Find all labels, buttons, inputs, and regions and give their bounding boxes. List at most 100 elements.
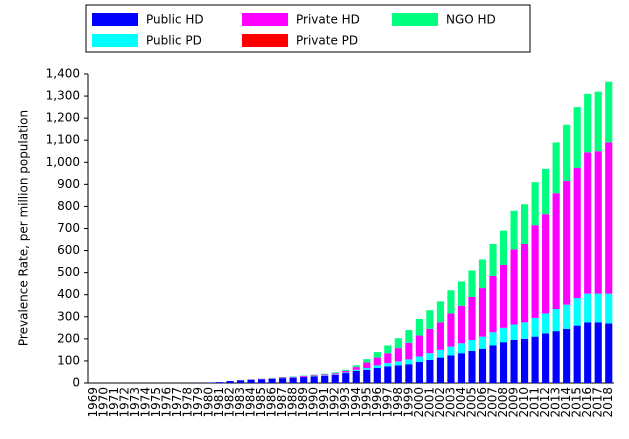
y-tick-label: 900: [57, 177, 80, 191]
bar-segment: [489, 244, 496, 276]
bar-segment: [437, 358, 444, 383]
bar-segment: [489, 332, 496, 345]
bar-segment: [447, 313, 454, 346]
y-tick-label: 800: [57, 199, 80, 213]
bar-segment: [605, 294, 612, 324]
bar-segment: [374, 365, 381, 368]
bar-segment: [500, 342, 507, 383]
y-tick-label: 100: [57, 353, 80, 367]
bar-segment: [510, 325, 517, 340]
legend-swatch: [392, 13, 438, 26]
bar-segment: [458, 306, 465, 344]
bar-segment: [395, 348, 402, 361]
bar-segment: [342, 373, 349, 383]
bar-segment: [574, 107, 581, 168]
bar-segment: [437, 322, 444, 350]
x-tick-label: 2018: [601, 387, 615, 418]
legend-swatch: [92, 13, 138, 26]
bar-segment: [510, 340, 517, 383]
bar-segment: [500, 265, 507, 328]
bar-segment: [363, 368, 370, 370]
bar-segment: [468, 351, 475, 383]
bar-segment: [468, 270, 475, 296]
bar-segment: [384, 363, 391, 366]
bar-segment: [479, 349, 486, 383]
bar-segment: [595, 294, 602, 323]
bar-segment: [521, 204, 528, 244]
bar-segment: [226, 381, 233, 383]
bar-segment: [532, 318, 539, 337]
bar-segment: [311, 376, 318, 383]
bar-segment: [584, 294, 591, 323]
bar-segment: [426, 310, 433, 329]
bar-segment: [363, 362, 370, 368]
legend-label: Public PD: [146, 34, 202, 48]
bar-segment: [542, 333, 549, 383]
bar-segment: [384, 353, 391, 363]
y-tick-label: 200: [57, 331, 80, 345]
bar-segment: [353, 367, 360, 370]
bar-segment: [479, 337, 486, 349]
bar-segment: [300, 377, 307, 383]
bar-segment: [374, 358, 381, 366]
bar-segment: [458, 343, 465, 353]
bar-segment: [311, 375, 318, 376]
bar-segment: [489, 345, 496, 383]
bar-segment: [279, 378, 286, 383]
bar-segment: [468, 297, 475, 340]
bar-segment: [479, 259, 486, 288]
bar-segment: [395, 361, 402, 365]
y-tick-label: 300: [57, 309, 80, 323]
y-tick-label: 600: [57, 243, 80, 257]
y-tick-label: 1,200: [46, 111, 80, 125]
legend-swatch: [242, 13, 288, 26]
bar-segment: [374, 368, 381, 383]
legend-label: Private HD: [296, 13, 360, 27]
y-tick-label: 1,400: [46, 67, 80, 81]
bar-segment: [321, 376, 328, 383]
bar-segment: [437, 301, 444, 322]
bar-segment: [563, 305, 570, 329]
bar-segment: [395, 338, 402, 348]
bar-segment: [300, 376, 307, 377]
bar-segment: [321, 374, 328, 375]
bar-segment: [405, 343, 412, 360]
bar-segment: [532, 182, 539, 225]
bar-segment: [574, 326, 581, 383]
bar-segment: [595, 92, 602, 152]
legend-swatch: [92, 34, 138, 47]
bar-segment: [553, 193, 560, 309]
bar-segment: [458, 353, 465, 383]
bar-segment: [342, 372, 349, 373]
y-tick-label: 1,000: [46, 155, 80, 169]
bar-segment: [500, 328, 507, 342]
bar-segment: [342, 370, 349, 371]
bar-segment: [605, 82, 612, 143]
bar-segment: [237, 380, 244, 383]
bar-segment: [595, 322, 602, 383]
bar-segment: [574, 168, 581, 298]
bar-segment: [468, 340, 475, 351]
bar-segment: [584, 152, 591, 293]
bar-segment: [553, 309, 560, 331]
bar-segment: [584, 322, 591, 383]
legend-label: Private PD: [296, 34, 358, 48]
bar-segment: [500, 231, 507, 265]
bar-segment: [532, 225, 539, 318]
bar-segment: [395, 365, 402, 383]
bar-segment: [426, 329, 433, 353]
bar-segment: [584, 94, 591, 152]
bar-segment: [416, 357, 423, 363]
bar-segment: [384, 366, 391, 383]
bar-segment: [269, 379, 276, 383]
legend-label: NGO HD: [446, 13, 496, 27]
bar-segment: [279, 377, 286, 378]
bar-segment: [416, 336, 423, 357]
bar-segment: [595, 151, 602, 293]
bar-segment: [290, 377, 297, 378]
bar-segment: [437, 350, 444, 358]
bar-segment: [353, 370, 360, 371]
y-tick-label: 400: [57, 287, 80, 301]
bar-segment: [384, 345, 391, 353]
bar-segment: [353, 365, 360, 367]
